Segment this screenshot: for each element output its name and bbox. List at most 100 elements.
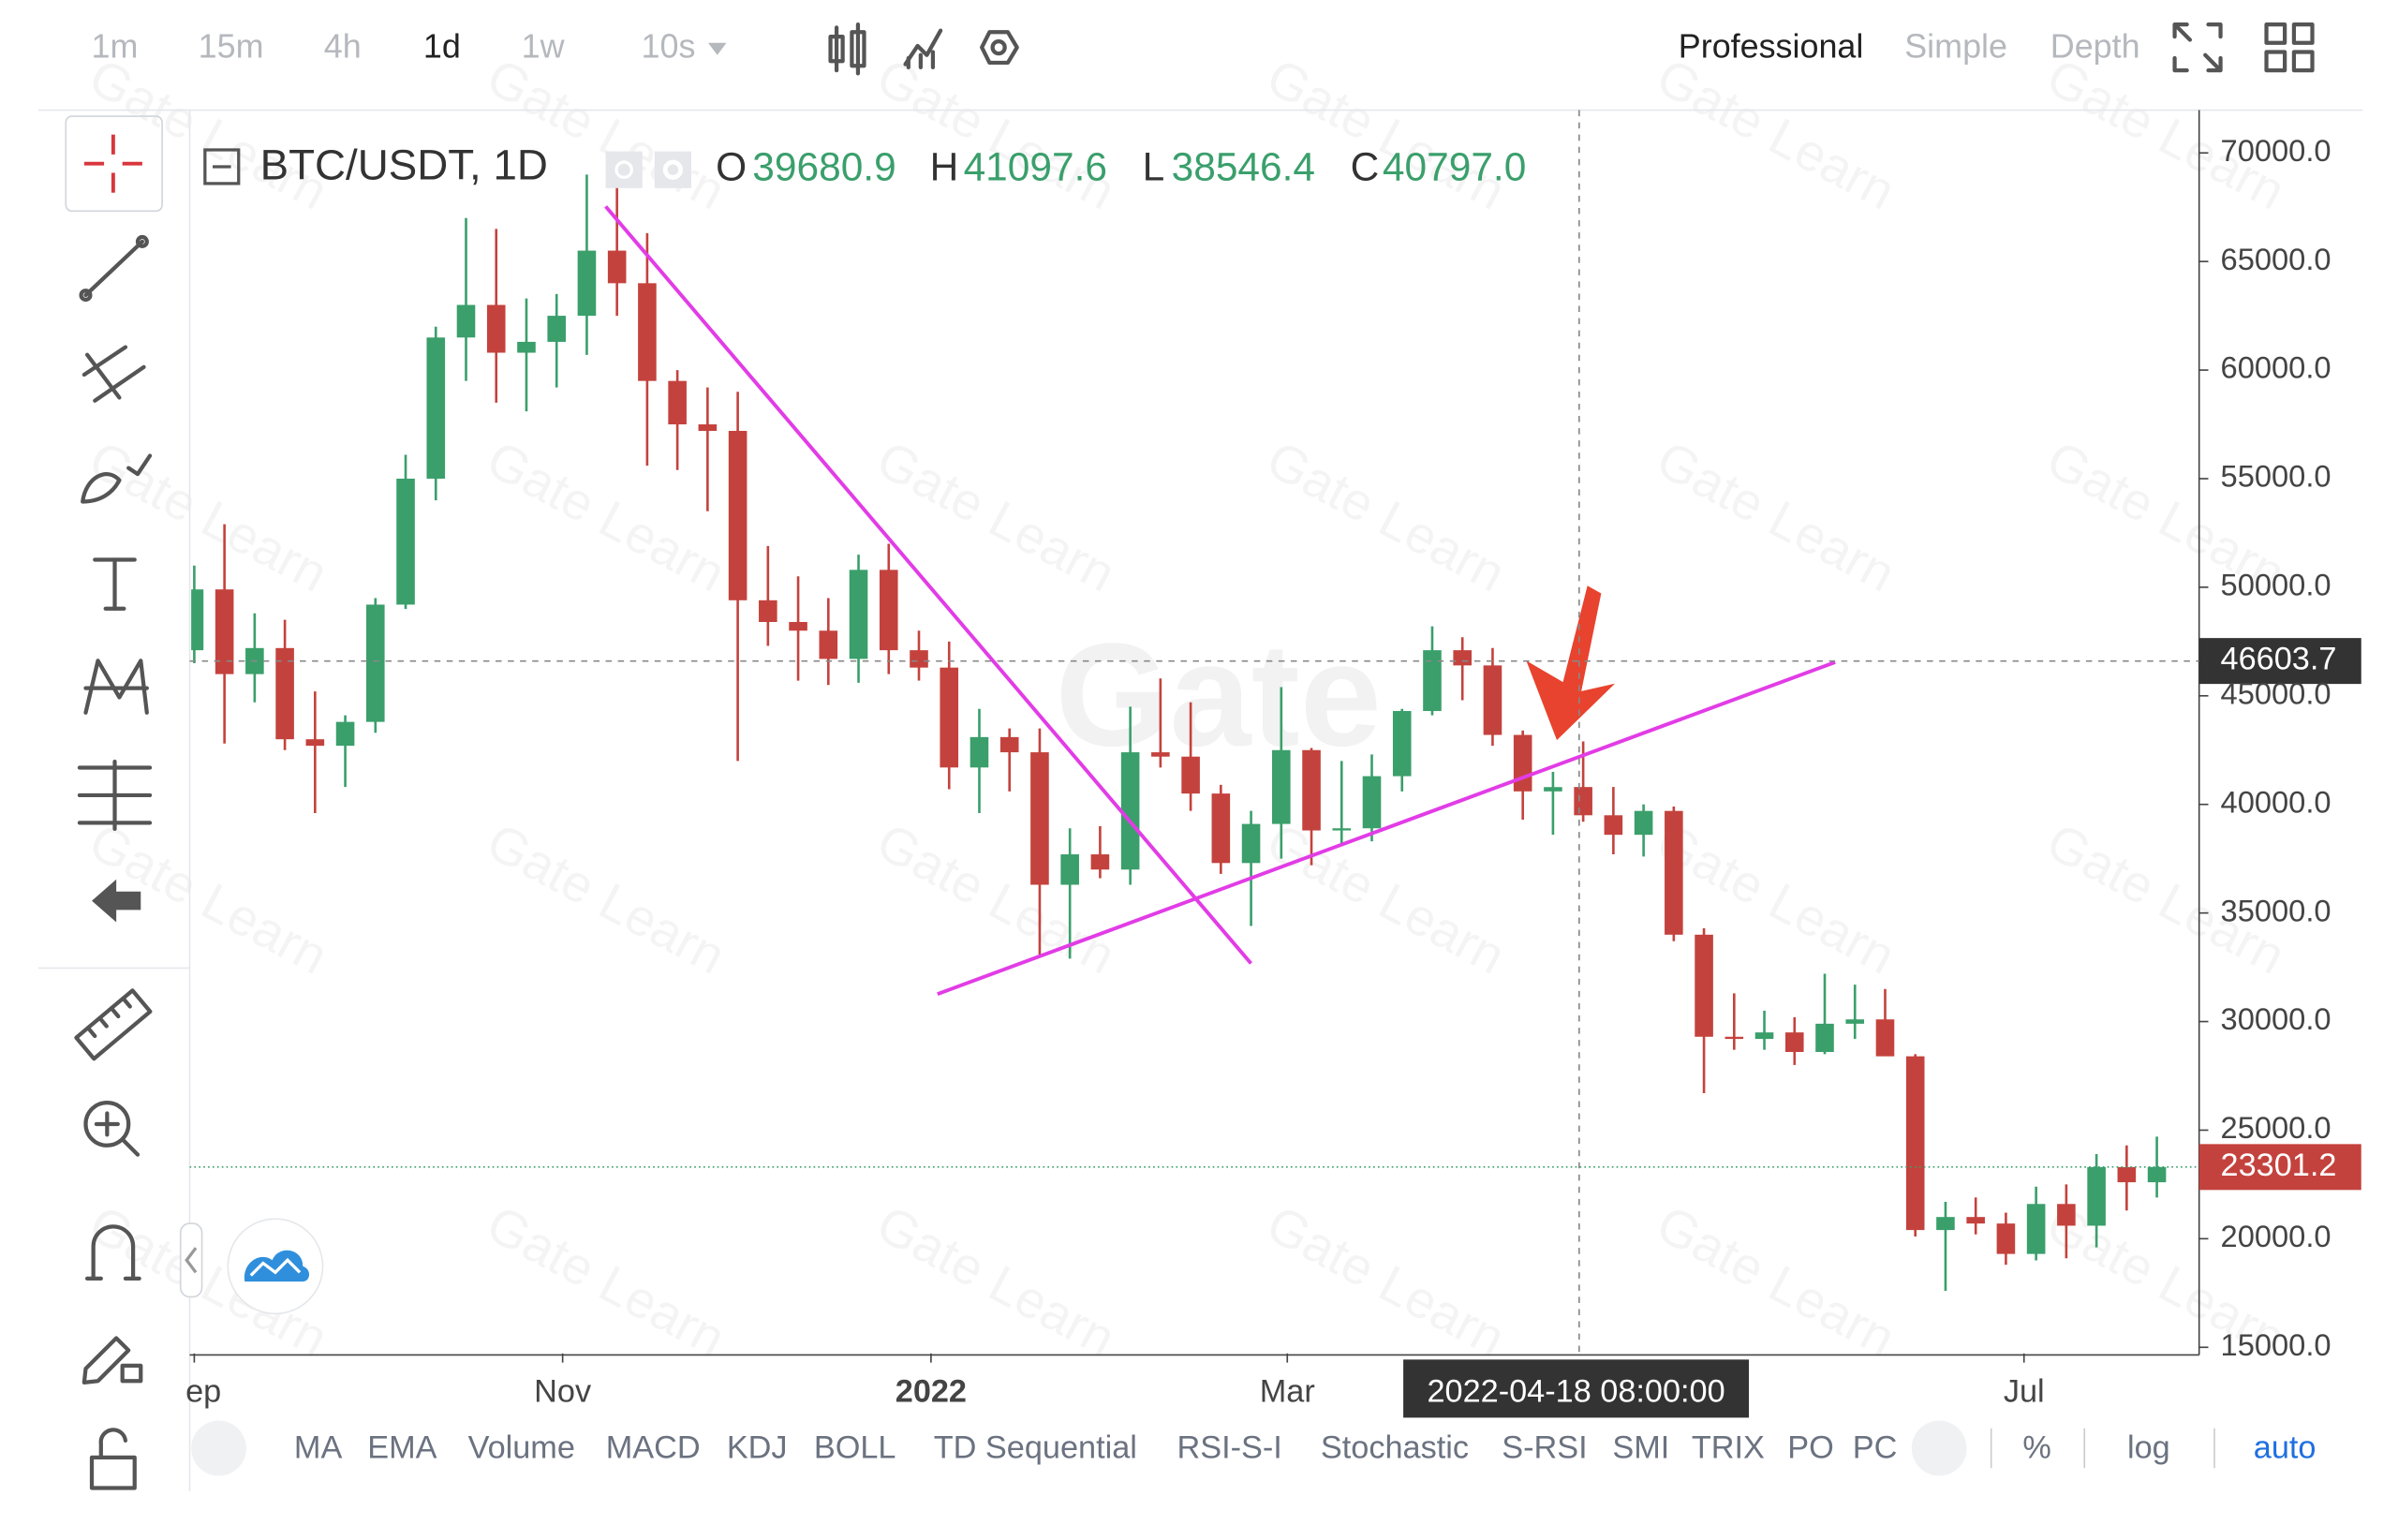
candle-body [1665, 810, 1683, 935]
legend-settings-gear [662, 159, 684, 180]
indicator-button[interactable]: MACD [606, 1430, 701, 1466]
x-tick-label: Jul [2004, 1373, 2045, 1409]
candle-body [970, 736, 989, 768]
high-label: H [930, 144, 959, 188]
brush-tool[interactable] [81, 453, 153, 504]
view-tab[interactable]: Simple [1904, 27, 2007, 66]
interval-tab[interactable]: 1m [92, 27, 139, 66]
candle-body [1574, 787, 1592, 816]
candle-body [789, 621, 807, 631]
unlock-tool[interactable] [89, 1428, 137, 1490]
candle-body [456, 304, 476, 338]
indicator-icon[interactable] [903, 28, 943, 69]
indicator-button[interactable]: MA [294, 1430, 343, 1466]
line-tool[interactable] [79, 234, 149, 303]
candle-body [728, 430, 748, 600]
crosshair-price-box [2198, 638, 2361, 685]
indicator-button[interactable]: RSI-S-I [1177, 1430, 1281, 1466]
scale-option[interactable]: log [2127, 1430, 2170, 1466]
candle-body [1332, 828, 1352, 831]
measure-tool[interactable] [77, 759, 153, 831]
indicator-button[interactable]: PO [1787, 1430, 1834, 1466]
y-tick-label: 25000.0 [2221, 1110, 2331, 1145]
view-tab[interactable]: Professional [1679, 27, 1864, 66]
scale-option[interactable]: auto [2254, 1430, 2317, 1466]
candle-body [366, 604, 385, 722]
candle-body [2087, 1166, 2106, 1226]
fullscreen-icon[interactable] [2172, 22, 2223, 73]
candle-body [547, 316, 566, 342]
indicator-button[interactable]: Stochastic [1321, 1430, 1469, 1466]
open-value: 39680.9 [752, 144, 896, 188]
crosshair-tool[interactable] [83, 134, 142, 193]
candle-body [1060, 854, 1079, 885]
indicator-button[interactable]: BOLL [814, 1430, 896, 1466]
magnet-tool[interactable] [84, 1224, 141, 1281]
indicator-button[interactable]: EMA [367, 1430, 437, 1466]
y-tick-label: 15000.0 [2221, 1327, 2331, 1362]
collapse-legend-icon[interactable] [203, 148, 241, 185]
trend-lines [604, 205, 1836, 997]
candle-body [1181, 756, 1200, 794]
interval-tab[interactable]: 1w [522, 27, 566, 66]
candle-body [1695, 934, 1713, 1037]
candle-body [607, 250, 627, 284]
ruler-tool[interactable] [74, 988, 153, 1061]
indicator-button[interactable]: PC [1853, 1430, 1898, 1466]
candle-body [1483, 665, 1502, 735]
candle-body [191, 589, 204, 651]
candle-body [2147, 1166, 2167, 1183]
annotation-arrow [1526, 585, 1616, 741]
parallel-tool[interactable] [81, 345, 146, 403]
candle-body [1513, 734, 1532, 792]
candle-body [1936, 1217, 1955, 1231]
chart-type-icon[interactable] [828, 22, 866, 76]
candle-body [1966, 1217, 1985, 1224]
dropdown-caret [707, 42, 727, 55]
view-tab[interactable]: Depth [2050, 27, 2140, 66]
layout-icon[interactable] [2264, 22, 2315, 73]
interval-tab[interactable]: 10s [642, 27, 696, 66]
indicator-button[interactable]: Volume [468, 1430, 575, 1466]
pattern-tool[interactable] [83, 659, 149, 715]
close-value: 40797.0 [1383, 144, 1526, 188]
indicator-button[interactable]: TD Sequential [934, 1430, 1137, 1466]
candle-body [1120, 752, 1140, 870]
visibility-icon[interactable] [605, 151, 643, 188]
indicator-button[interactable]: KDJ [727, 1430, 788, 1466]
lock-drawing-tool[interactable] [81, 1336, 143, 1385]
interval-tab[interactable]: 15m [199, 27, 264, 66]
scroll-right-button[interactable] [1911, 1420, 1967, 1476]
candle-body [1996, 1223, 2016, 1254]
candle-body [759, 600, 777, 622]
indicator-button[interactable]: S-RSI [1502, 1430, 1587, 1466]
settings-icon[interactable] [980, 30, 1019, 66]
indicator-button[interactable]: TRIX [1692, 1430, 1765, 1466]
indicator-button[interactable]: SMI [1612, 1430, 1669, 1466]
scale-option[interactable]: % [2022, 1430, 2050, 1466]
candle-body [1604, 815, 1623, 836]
candle-body [638, 283, 657, 381]
candle-body [577, 250, 597, 317]
y-tick-label: 50000.0 [2221, 568, 2331, 602]
text-tool[interactable] [93, 557, 137, 611]
x-tick-label: Mar [1260, 1373, 1315, 1409]
candle-body [1875, 1019, 1895, 1057]
candle-body [940, 667, 959, 768]
candle-body [1845, 1019, 1865, 1024]
zoom-tool[interactable] [83, 1100, 141, 1157]
interval-tab[interactable]: 4h [324, 27, 362, 66]
candle-body [396, 478, 415, 605]
interval-tab[interactable]: 1d [423, 27, 461, 66]
hide-toolbar-icon[interactable] [92, 879, 141, 923]
scroll-left-button[interactable] [191, 1420, 246, 1476]
crosshair-tool-frame[interactable] [65, 115, 163, 213]
legend-settings-icon[interactable] [654, 151, 691, 188]
overlay: 23301.2 46603.7 2022-04-18 08:00:00 [189, 110, 2361, 1418]
candle-body [1272, 749, 1291, 824]
low-value: 38546.4 [1172, 144, 1315, 188]
collapse-handle[interactable] [179, 1222, 203, 1298]
candle-body [2117, 1166, 2137, 1183]
candle-body [849, 570, 868, 659]
